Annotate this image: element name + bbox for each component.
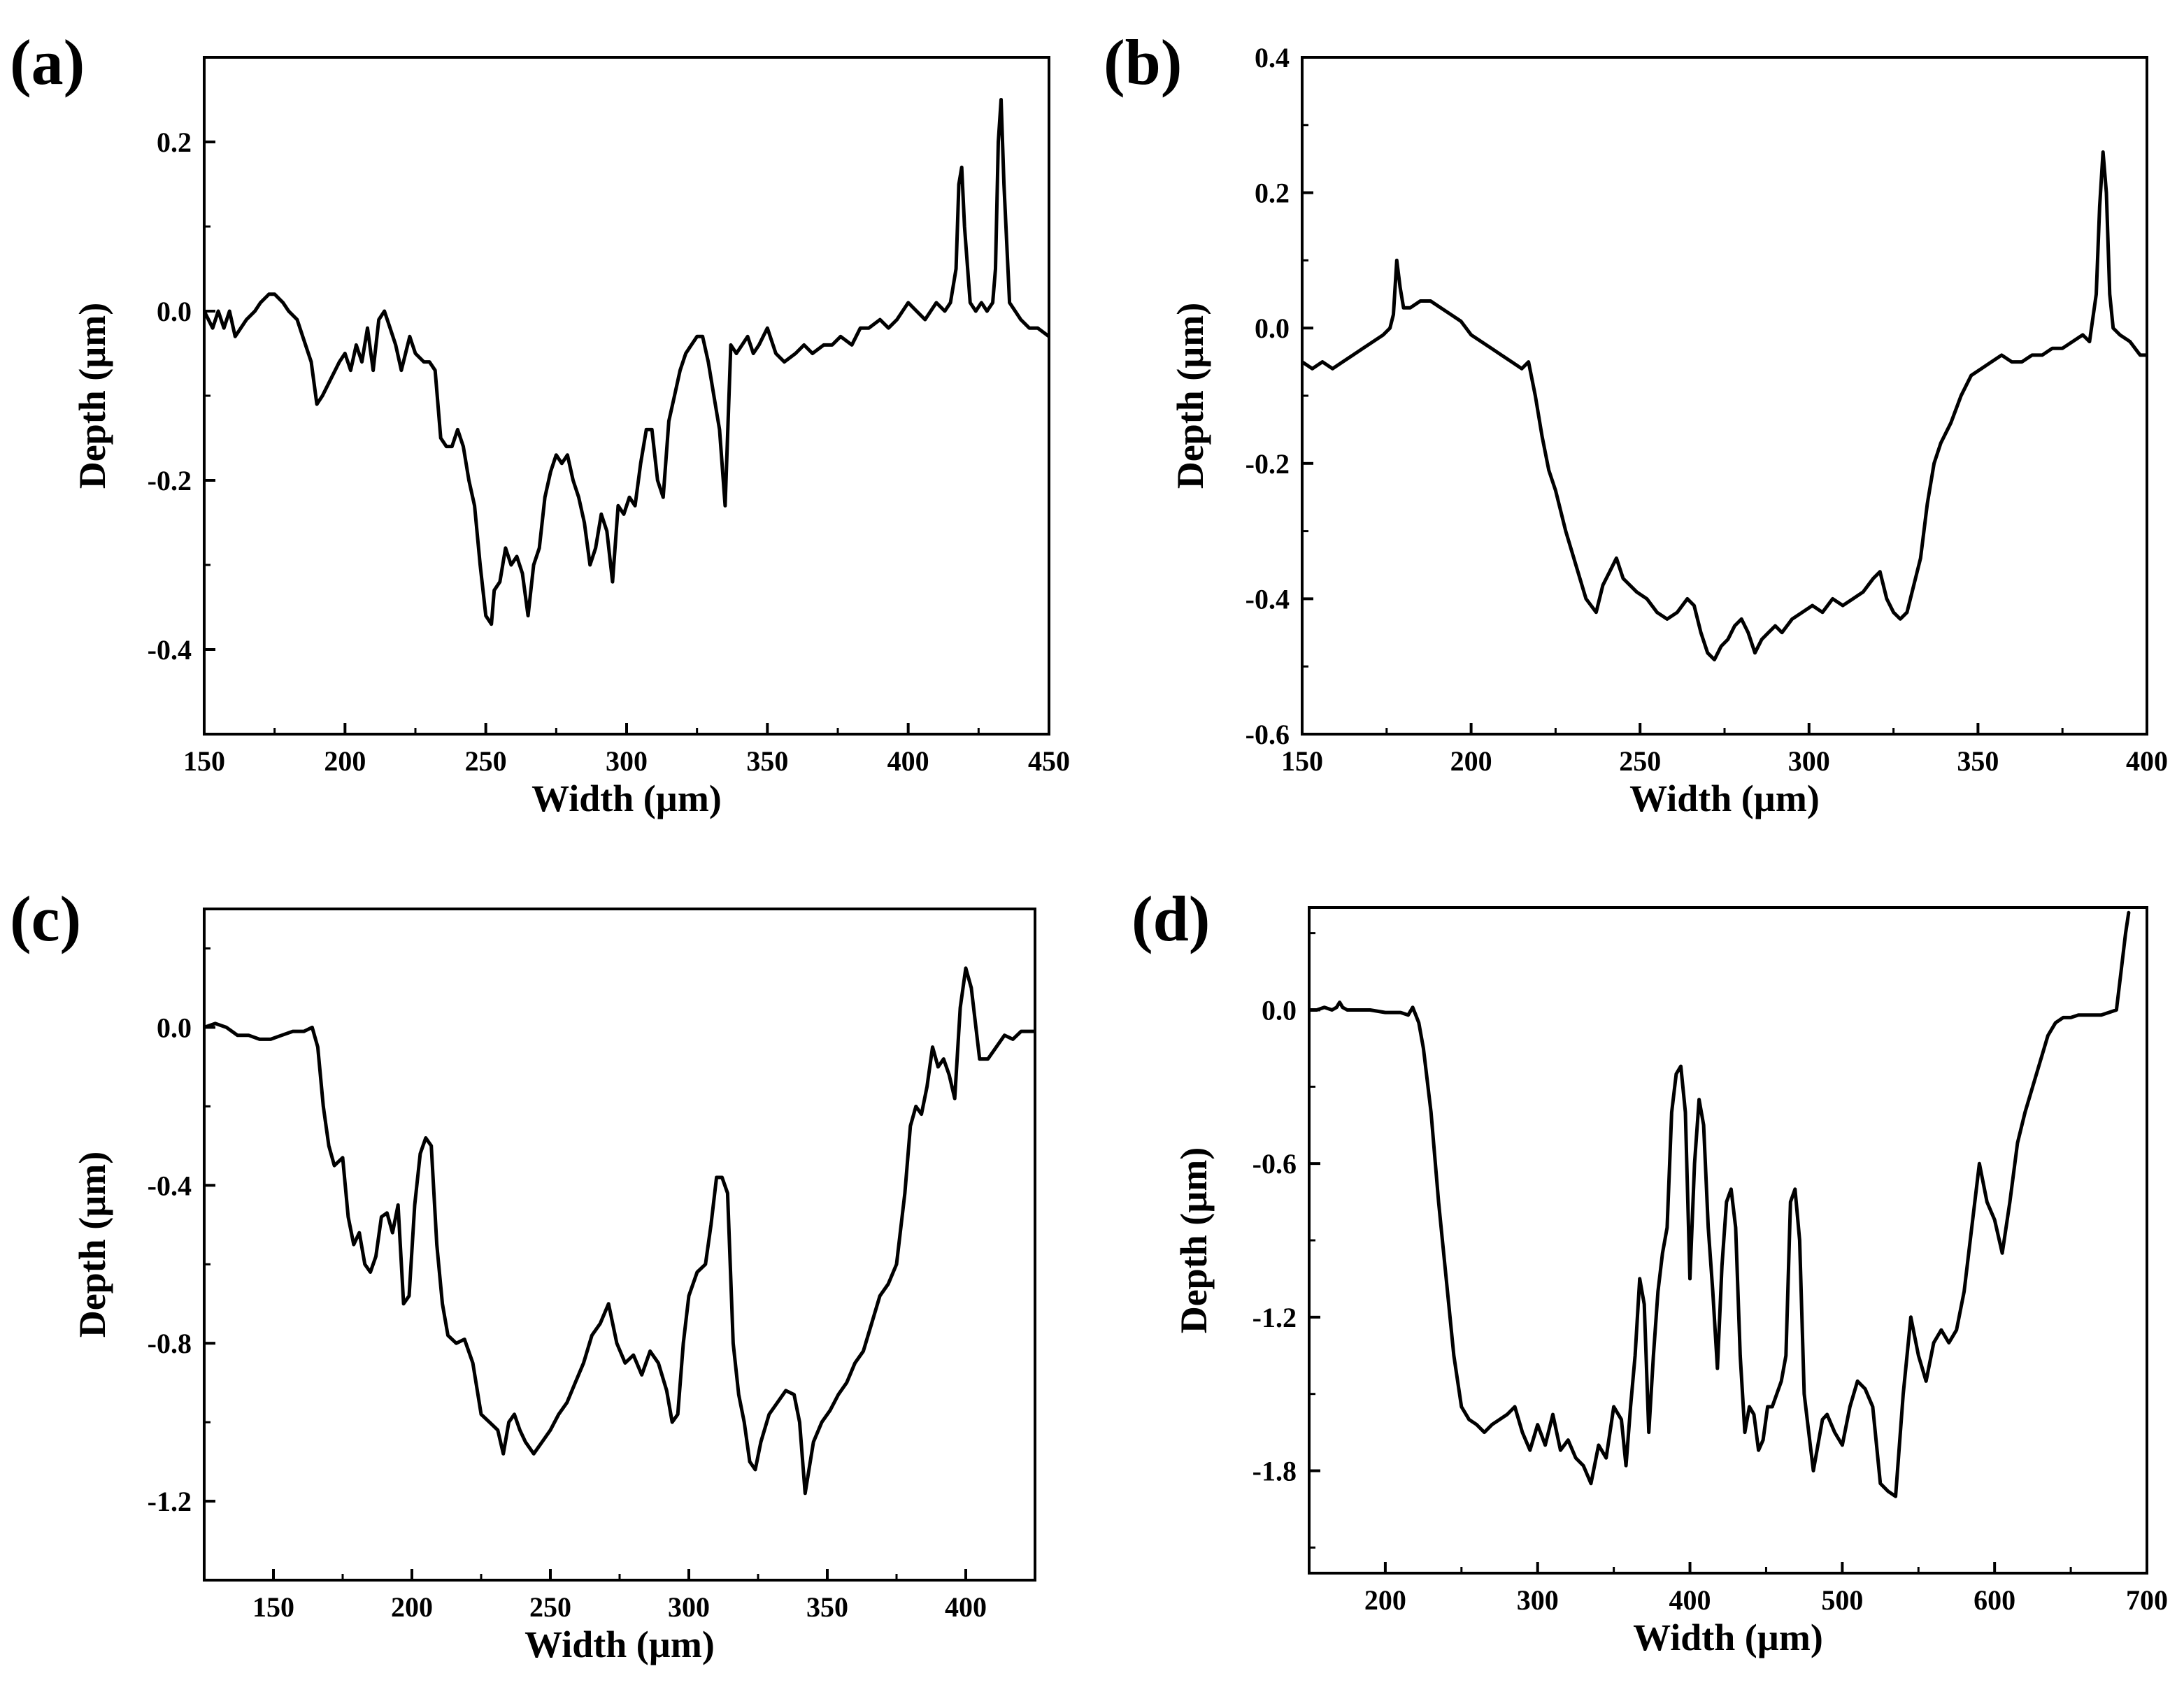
x-tick-label: 300 xyxy=(668,1591,710,1623)
x-tick-label: 200 xyxy=(1450,745,1492,777)
x-axis-title: Width (µm) xyxy=(524,1623,715,1665)
panel-label: (a) xyxy=(10,27,85,98)
x-axis-title: Width (µm) xyxy=(1633,1616,1823,1658)
y-axis-title: Depth (µm) xyxy=(1173,1147,1215,1334)
y-tick-label: -0.4 xyxy=(148,634,192,666)
y-tick-label: 0.4 xyxy=(1255,42,1290,73)
x-tick-label: 150 xyxy=(183,745,225,777)
x-tick-label: 450 xyxy=(1028,745,1070,777)
y-axis-title: Depth (µm) xyxy=(71,303,113,489)
y-tick-label: -1.2 xyxy=(148,1486,192,1517)
y-tick-label: -0.6 xyxy=(1246,719,1290,750)
panel-label: (c) xyxy=(10,883,81,954)
y-axis-title: Depth (µm) xyxy=(1169,303,1211,489)
x-tick-label: 250 xyxy=(1619,745,1661,777)
x-axis-title: Width (µm) xyxy=(531,777,722,819)
x-tick-label: 300 xyxy=(606,745,648,777)
panel-label: (b) xyxy=(1104,27,1182,98)
y-tick-label: 0.0 xyxy=(1262,994,1297,1026)
x-tick-label: 400 xyxy=(2126,745,2168,777)
x-tick-label: 200 xyxy=(1364,1584,1406,1616)
panel-label: (d) xyxy=(1132,883,1210,954)
y-tick-label: -1.2 xyxy=(1252,1302,1297,1333)
y-axis-title: Depth (µm) xyxy=(71,1152,113,1338)
y-tick-label: -0.2 xyxy=(1246,448,1290,480)
x-tick-label: 300 xyxy=(1517,1584,1559,1616)
x-tick-label: 400 xyxy=(1669,1584,1711,1616)
x-tick-label: 300 xyxy=(1788,745,1830,777)
y-tick-label: -0.8 xyxy=(148,1328,192,1359)
y-tick-label: -0.2 xyxy=(148,465,192,496)
y-tick-label: -0.4 xyxy=(148,1170,192,1201)
x-tick-label: 600 xyxy=(1974,1584,2015,1616)
y-tick-label: 0.0 xyxy=(157,296,192,327)
figure: (a) Width (µm) Depth (µm) 150 200 250 300 350 40… xyxy=(0,0,2184,1699)
x-axis-title: Width (µm) xyxy=(1629,777,1820,819)
y-tick-label: 0.0 xyxy=(1255,313,1290,344)
x-tick-label: 350 xyxy=(746,745,788,777)
x-tick-label: 400 xyxy=(887,745,929,777)
x-tick-label: 500 xyxy=(1821,1584,1863,1616)
y-tick-label: -1.8 xyxy=(1252,1456,1297,1487)
x-tick-label: 200 xyxy=(324,745,366,777)
y-tick-label: -0.4 xyxy=(1246,583,1290,615)
x-tick-label: 350 xyxy=(806,1591,848,1623)
y-tick-label: -0.6 xyxy=(1252,1148,1297,1180)
x-tick-label: 700 xyxy=(2126,1584,2168,1616)
y-tick-label: 0.0 xyxy=(157,1012,192,1043)
x-tick-label: 250 xyxy=(465,745,507,777)
x-tick-label: 200 xyxy=(391,1591,433,1623)
x-tick-label: 400 xyxy=(945,1591,987,1623)
y-tick-label: 0.2 xyxy=(157,127,192,158)
x-tick-label: 350 xyxy=(1957,745,1999,777)
x-tick-label: 250 xyxy=(529,1591,571,1623)
y-tick-label: 0.2 xyxy=(1255,178,1290,209)
x-tick-label: 150 xyxy=(252,1591,294,1623)
